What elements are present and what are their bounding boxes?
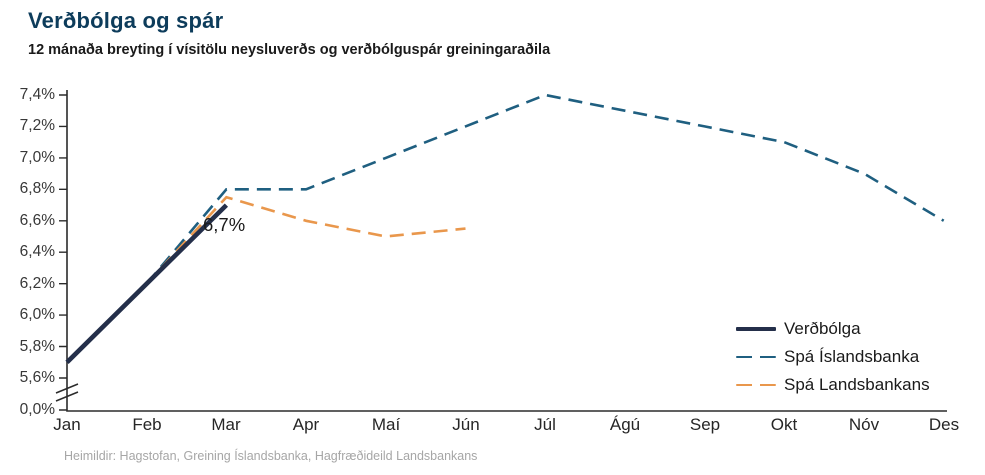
y-tick-label: 5,8% <box>19 338 55 355</box>
y-tick-label: 6,0% <box>19 306 55 323</box>
x-tick-label: Júl <box>534 415 556 434</box>
y-axis-break-icon <box>55 383 79 402</box>
legend-label: Verðbólga <box>784 319 861 338</box>
chart-subtitle: 12 mánaða breyting í vísitölu neysluverð… <box>28 42 551 58</box>
series-verdbolga-line <box>65 203 229 364</box>
x-tick-label: Maí <box>371 415 401 434</box>
legend-item-spa-islandsbanka: Spá Íslandsbanka <box>736 347 930 367</box>
sources-text: Heimildir: Hagstofan, Greining Íslandsba… <box>64 449 478 463</box>
y-tick-label: 7,4% <box>19 86 55 103</box>
y-tick-label: 0,0% <box>19 401 55 418</box>
y-tick-label: 5,6% <box>19 369 55 386</box>
x-tick-label: Jún <box>452 415 480 434</box>
y-tick-label: 7,2% <box>19 117 55 134</box>
y-tick-label: 6,4% <box>19 243 55 260</box>
x-tick-label: Mar <box>211 415 241 434</box>
y-tick-label: 7,0% <box>19 149 55 166</box>
dashed-line-icon <box>736 355 776 359</box>
x-tick-label: Nóv <box>848 415 880 434</box>
series-spa-landsbankans-line <box>145 195 466 285</box>
chart-legend: Verðbólga Spá Íslandsbanka Spá Landsbank… <box>736 319 930 395</box>
y-tick-label: 6,6% <box>19 212 55 229</box>
x-tick-label: Des <box>928 415 960 434</box>
x-tick-label: Ágú <box>609 415 641 434</box>
x-tick-label: Feb <box>132 415 162 434</box>
solid-line-icon <box>736 326 776 332</box>
legend-item-verdbolga: Verðbólga <box>736 319 930 339</box>
legend-item-spa-landsbankans: Spá Landsbankans <box>736 375 930 395</box>
x-tick-label: Apr <box>292 415 320 434</box>
y-tick-label: 6,2% <box>19 275 55 292</box>
legend-label: Spá Landsbankans <box>784 375 930 394</box>
page-title: Verðbólga og spár <box>28 8 224 33</box>
axis-lines <box>66 90 947 412</box>
legend-label: Spá Íslandsbanka <box>784 347 920 366</box>
x-tick-label: Jan <box>53 415 81 434</box>
dashed-line-icon <box>736 383 776 387</box>
series-spa-islandsbanka-line <box>145 93 945 285</box>
y-tick-label: 6,8% <box>19 180 55 197</box>
x-tick-label: Okt <box>770 415 798 434</box>
x-tick-label: Sep <box>689 415 721 434</box>
y-axis-ticks <box>59 94 67 411</box>
last-value-label: 6,7% <box>203 214 246 235</box>
